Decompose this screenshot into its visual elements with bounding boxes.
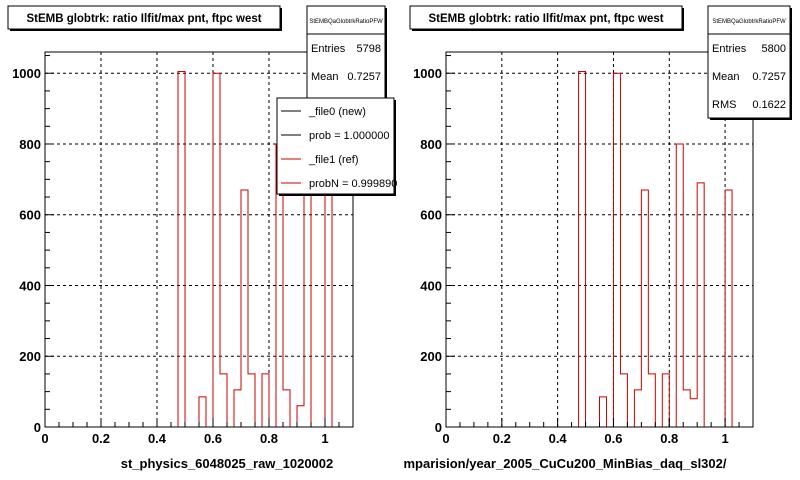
x-tick-label: 1	[321, 431, 328, 446]
x-axis-label: st_physics_6048025_raw_1020002	[121, 456, 334, 471]
x-tick-label: 1	[721, 431, 728, 446]
x-tick-label: 0	[442, 431, 449, 446]
y-tick-label: 0	[435, 420, 442, 435]
x-tick-label: 0.8	[260, 431, 278, 446]
x-tick-label: 0.6	[204, 431, 222, 446]
stats-box: StEMBQaGlobtrkRatioPFW Entries 5800 Mean 0.7…	[707, 5, 792, 120]
y-tick-label: 200	[420, 349, 442, 364]
stats-entries-label: Entries	[712, 43, 747, 55]
y-tick-label: 600	[420, 208, 442, 223]
stats-name: StEMBQaGlobtrkRatioPFW	[712, 19, 786, 25]
y-tick-label: 1000	[413, 66, 442, 81]
histogram-bin	[579, 71, 586, 427]
histogram-bin	[648, 374, 655, 427]
chart-title: StEMB globtrk: ratio Ilfit/max pnt, ftpc…	[26, 13, 261, 25]
stats-mean-value: 0.7257	[347, 71, 381, 83]
histogram-series-1	[578, 70, 733, 428]
legend-label: probN = 0.999890	[309, 178, 397, 190]
histogram-bin	[662, 374, 669, 427]
histogram-bin	[283, 390, 290, 427]
histogram-bin	[620, 374, 627, 427]
y-tick-label: 1000	[12, 66, 41, 81]
stats-entries-value: 5798	[357, 43, 381, 55]
histogram-bin	[304, 183, 311, 427]
title-box-frame	[7, 5, 281, 30]
stats-rms-value: 0.1622	[752, 99, 786, 111]
x-tick-label: 0.4	[549, 431, 568, 446]
histogram-bin	[325, 190, 332, 427]
histogram-bin	[262, 374, 269, 427]
histogram-bin	[697, 183, 704, 427]
y-tick-label: 800	[19, 137, 41, 152]
legend-label: _file1 (ref)	[308, 154, 359, 166]
x-tick-label: 0	[41, 431, 48, 446]
plot-area	[446, 52, 753, 427]
title-box: StEMB globtrk: ratio Ilfit/max pnt, ftpc…	[7, 5, 282, 31]
histogram-bin	[213, 73, 220, 427]
histogram-bin	[600, 397, 607, 427]
stats-entries-value: 5800	[762, 43, 786, 55]
histogram-bin	[297, 406, 304, 427]
histogram-bin	[683, 390, 690, 427]
histogram-bin	[613, 73, 620, 427]
y-tick-label: 400	[19, 278, 41, 293]
x-axis-label: mparision/year_2005_CuCu200_MinBias_daq_…	[403, 456, 726, 471]
histogram-bin	[634, 390, 641, 427]
x-tick-label: 0.2	[92, 431, 110, 446]
histogram-bin	[220, 374, 227, 427]
stats-mean-label: Mean	[712, 71, 740, 83]
histogram-bin	[690, 399, 697, 427]
x-tick-label: 0.6	[604, 431, 622, 446]
chart-panel-2: 0 0.2 0.4 0.6 0.8 1 0 200 400 600 800 1000 mparision…	[403, 5, 792, 471]
stats-entries-label: Entries	[311, 43, 346, 55]
x-tick-label: 0.2	[493, 431, 511, 446]
y-tick-label: 800	[420, 137, 442, 152]
histogram-bin	[234, 390, 241, 427]
histogram-bin	[676, 144, 683, 427]
histogram-bin	[199, 397, 206, 427]
legend-label: _file0 (new)	[308, 106, 366, 118]
stats-mean-value: 0.7257	[752, 71, 786, 83]
chart-title: StEMB globtrk: ratio Ilfit/max pnt, ftpc…	[428, 13, 663, 25]
stats-name: StEMBQaGlobtrkRatioPFW	[309, 19, 383, 25]
histogram-bin	[248, 374, 255, 427]
title-box-frame	[409, 5, 683, 30]
stats-box-frame	[707, 5, 791, 119]
x-tick-label: 0.8	[660, 431, 678, 446]
title-box: StEMB globtrk: ratio Ilfit/max pnt, ftpc…	[409, 5, 684, 31]
chart-panel-1: 0 0.2 0.4 0.6 0.8 1 0 200 400 600 800 1000 st_physic…	[7, 5, 397, 471]
y-tick-label: 600	[19, 208, 41, 223]
histogram-bin	[178, 71, 185, 427]
x-tick-label: 0.4	[148, 431, 167, 446]
histogram-bin	[725, 190, 732, 427]
y-tick-label: 0	[34, 420, 41, 435]
legend-frame	[276, 97, 395, 195]
histogram-bin	[241, 190, 248, 427]
stats-mean-label: Mean	[311, 71, 339, 83]
y-tick-label: 400	[420, 278, 442, 293]
histogram-bin	[641, 190, 648, 427]
y-tick-label: 200	[19, 349, 41, 364]
stats-rms-label: RMS	[712, 99, 736, 111]
legend-box: _file0 (new) prob = 1.000000 _file1 (ref) p…	[276, 97, 397, 196]
legend-label: prob = 1.000000	[309, 130, 389, 142]
